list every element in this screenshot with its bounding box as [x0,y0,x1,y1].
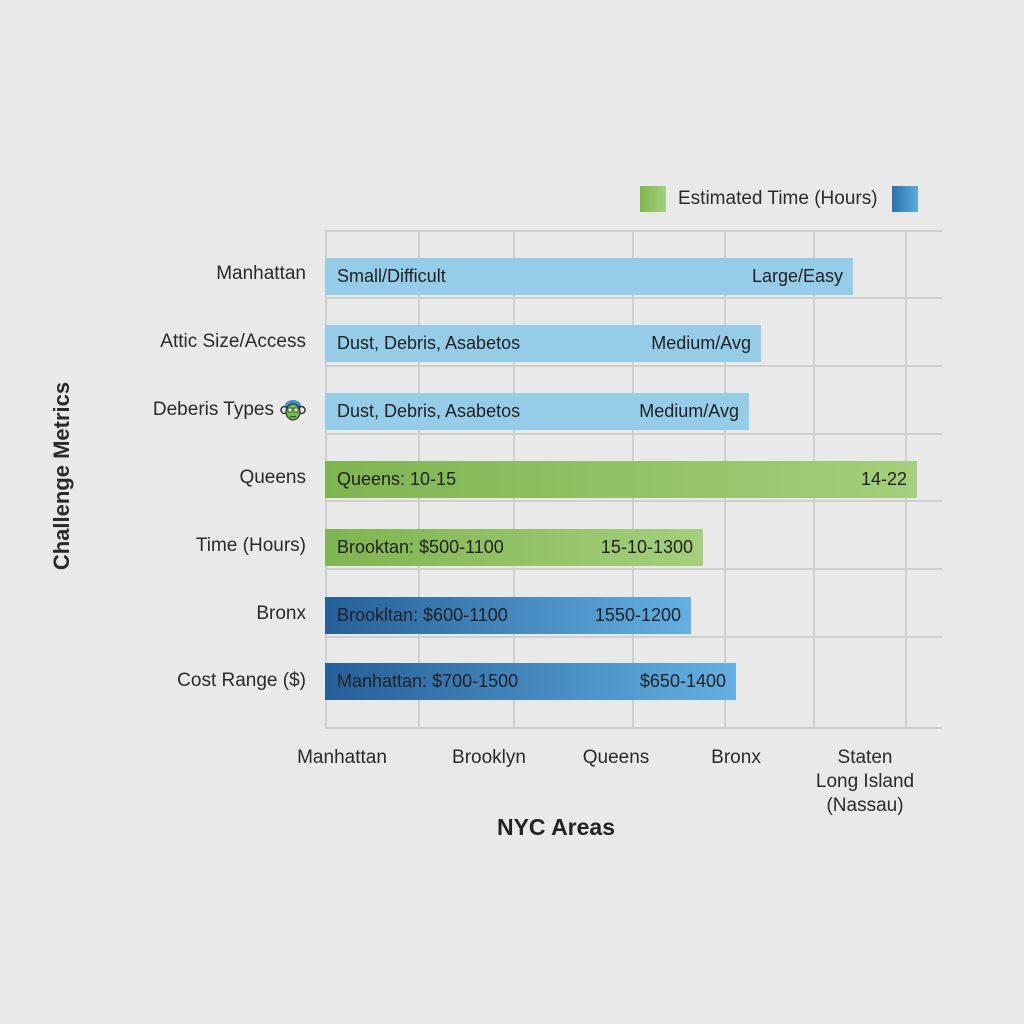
grid-hline [325,568,942,570]
bar-left-label: Brooktan: $500-1100 [337,537,504,557]
y-label-queens: Queens [239,467,306,489]
bar-left-label: Queens: 10-15 [337,469,457,489]
y-label-attic-size-access: Attic Size/Access [160,331,306,353]
bar-bronx[interactable]: Brookltan: $600-1100 1550-1200 [325,597,691,634]
x-tick-staten-long-island: Staten Long Island (Nassau) [816,746,914,818]
y-label-text: Manhattan [216,263,306,284]
x-tick-line: (Nassau) [826,795,904,816]
grid-hline [325,636,942,638]
bar-left-label: Dust, Debris, Asabetos [337,333,521,353]
bar-right-label: 15-10-1300 [600,537,693,557]
x-tick-bronx: Bronx [711,747,761,768]
y-label-text: Attic Size/Access [160,331,306,352]
bar-right-label: 1550-1200 [594,605,681,625]
plot-area: Small/Difficult Large/Easy Dust, Debris,… [325,230,942,729]
grid-hline [325,433,942,435]
y-label-text: Bronx [256,603,306,624]
bar-right-label: 14-22 [860,469,907,489]
x-tick-brooklyn: Brooklyn [452,747,526,768]
x-tick-line: Staten [837,747,893,768]
grid-hline [325,500,942,502]
bar-left-label: Small/Difficult [337,266,446,286]
bar-right-label: Medium/Avg [639,401,739,421]
y-label-text: Cost Range ($) [177,670,306,691]
y-label-cost-range: Cost Range ($) [177,670,306,692]
bar-debris-types[interactable]: Dust, Debris, Asabetos Medium/Avg [325,393,749,430]
bar-attic-size-access[interactable]: Dust, Debris, Asabetos Medium/Avg [325,325,761,362]
y-label-manhattan: Manhattan [216,263,306,285]
bar-queens[interactable]: Queens: 10-15 14-22 [325,461,917,498]
y-axis-title: Challenge Metrics [49,381,74,571]
y-label-debris-types: Deberis Types [153,397,306,423]
x-tick-manhattan: Manhattan [297,747,387,768]
x-axis-title: NYC Areas [496,814,616,840]
legend-swatch-blue [891,186,918,212]
legend: Estimated Time (Hours) [640,186,918,212]
bar-left-label: Dust, Debris, Asabetos [337,401,521,421]
y-label-bronx: Bronx [256,603,306,625]
bar-manhattan[interactable]: Small/Difficult Large/Easy [325,258,853,295]
legend-swatch-green [640,186,666,212]
bar-right-label: $650-1400 [639,671,726,691]
y-label-time-hours: Time (Hours) [196,535,306,557]
y-label-text: Time (Hours) [195,535,306,556]
grid-hline [325,365,942,367]
bar-time-hours[interactable]: Brooktan: $500-1100 15-10-1300 [325,529,703,566]
bar-left-label: Manhattan: $700-1500 [337,671,519,691]
grid-hline [325,727,942,729]
bar-left-label: Brookltan: $600-1100 [337,605,508,625]
y-label-text: Queens [239,467,306,488]
bar-cost-range[interactable]: Manhattan: $700-1500 $650-1400 [325,663,736,700]
bar-right-label: Medium/Avg [651,333,751,353]
y-label-text: Deberis Types [152,399,274,420]
x-tick-line: Long Island [815,771,915,792]
bar-right-label: Large/Easy [751,266,843,286]
x-tick-queens: Queens [582,747,650,768]
grid-hline [325,230,942,232]
legend-label-estimated-time: Estimated Time (Hours) [678,188,878,209]
monkey-face-icon [280,400,306,421]
grid-hline [325,297,942,299]
